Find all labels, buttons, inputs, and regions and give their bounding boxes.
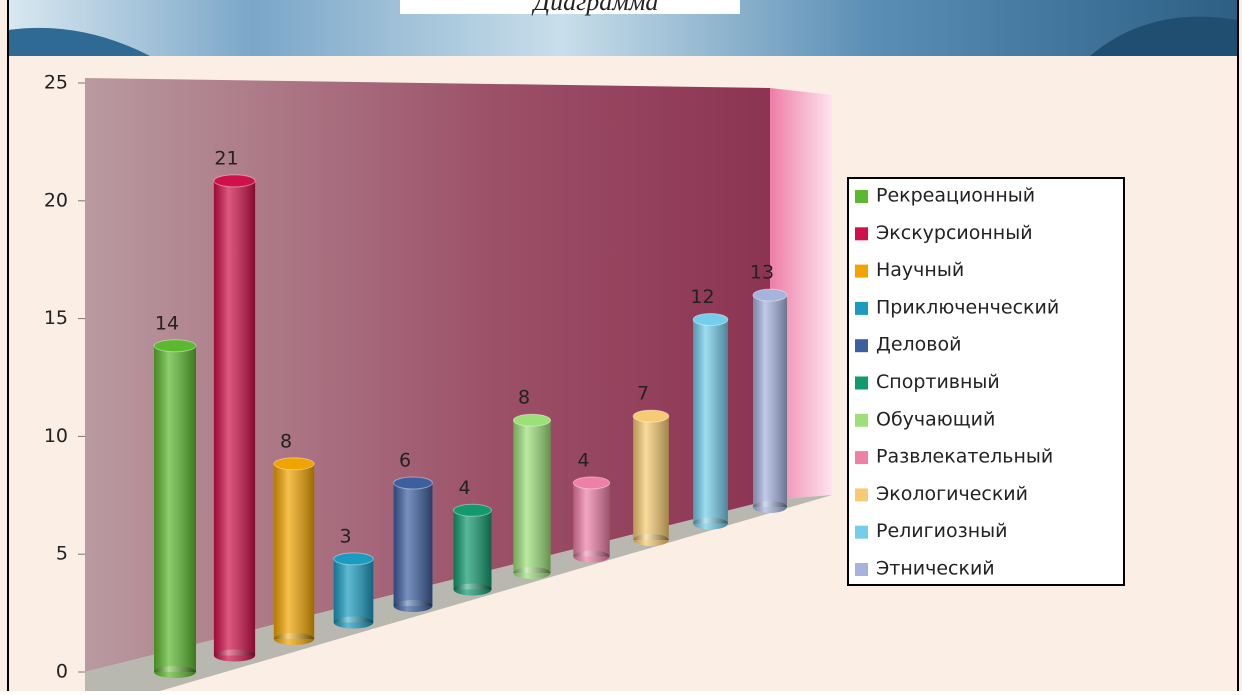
bar-part bbox=[213, 174, 256, 188]
bar bbox=[572, 476, 611, 563]
bar bbox=[213, 174, 256, 662]
bar-part bbox=[393, 476, 433, 490]
bar-part bbox=[633, 534, 669, 546]
bar bbox=[752, 288, 788, 513]
bar-part bbox=[572, 476, 611, 490]
data-label: 7 bbox=[637, 383, 649, 405]
legend-swatch bbox=[855, 488, 868, 502]
bar-part bbox=[573, 482, 610, 557]
bar-part bbox=[753, 501, 787, 513]
bar-part bbox=[693, 319, 728, 524]
bar-part bbox=[213, 649, 256, 662]
bar-part bbox=[633, 416, 669, 540]
bar-part bbox=[573, 550, 610, 563]
bar-part bbox=[333, 552, 374, 566]
legend-swatch bbox=[855, 339, 868, 353]
y-tick-label: 0 bbox=[56, 661, 68, 683]
data-label: 3 bbox=[339, 525, 351, 547]
legend-swatch bbox=[855, 413, 868, 427]
legend-label: Экологический bbox=[876, 483, 1028, 505]
legend-label: Деловой bbox=[876, 334, 961, 356]
legend-label: Этнический bbox=[876, 558, 995, 580]
legend-swatch bbox=[855, 376, 868, 390]
bar-part bbox=[273, 633, 315, 645]
bar-part bbox=[512, 413, 552, 427]
bar-part bbox=[393, 600, 433, 612]
bar bbox=[153, 339, 197, 678]
bar-part bbox=[154, 345, 196, 672]
legend-swatch bbox=[855, 563, 868, 576]
chart-title: Диаграмма bbox=[531, 0, 659, 16]
bar bbox=[453, 503, 492, 596]
banner-shape bbox=[1090, 16, 1238, 56]
bar bbox=[333, 552, 374, 629]
bar-part bbox=[273, 457, 315, 471]
legend-swatch bbox=[855, 264, 868, 278]
bar bbox=[692, 313, 729, 530]
bar-part bbox=[333, 558, 374, 623]
y-tick-label: 10 bbox=[44, 425, 68, 447]
legend bbox=[847, 177, 1125, 586]
legend-label: Развлекательный bbox=[876, 446, 1053, 468]
bar-part bbox=[632, 409, 670, 423]
legend-label: Научный bbox=[876, 259, 964, 281]
data-label: 8 bbox=[518, 387, 530, 409]
bar-part bbox=[154, 666, 196, 678]
data-label: 4 bbox=[458, 477, 470, 499]
legend-label: Рекреационный bbox=[876, 185, 1035, 207]
bar-part bbox=[513, 567, 551, 579]
data-label: 14 bbox=[155, 312, 179, 334]
bar-part bbox=[453, 583, 492, 596]
bar-part bbox=[273, 463, 315, 639]
bar-part bbox=[453, 503, 492, 517]
legend-label: Экскурсионный bbox=[876, 222, 1033, 244]
legend-swatch bbox=[855, 227, 868, 241]
bar-part bbox=[333, 616, 374, 629]
data-label: 21 bbox=[214, 147, 238, 169]
y-tick-label: 25 bbox=[44, 72, 68, 94]
bar-part bbox=[453, 510, 492, 590]
data-label: 6 bbox=[399, 450, 411, 472]
bar-part bbox=[753, 295, 787, 507]
legend-label: Религиозный bbox=[876, 520, 1007, 542]
bar bbox=[273, 457, 315, 645]
y-tick-label: 20 bbox=[44, 189, 68, 211]
bar-part bbox=[693, 517, 728, 530]
legend-swatch bbox=[855, 301, 868, 315]
legend-label: Спортивный bbox=[876, 371, 1000, 393]
legend-swatch bbox=[855, 525, 868, 539]
legend-swatch bbox=[855, 190, 868, 203]
bar bbox=[393, 476, 433, 612]
bar-part bbox=[213, 180, 256, 656]
legend-swatch bbox=[855, 451, 868, 465]
legend-label: Приключенческий bbox=[876, 296, 1059, 318]
data-label: 4 bbox=[577, 449, 589, 471]
bar-part bbox=[513, 420, 551, 573]
data-label: 13 bbox=[750, 262, 774, 284]
legend-label: Обучающий bbox=[876, 408, 995, 430]
banner-shape bbox=[8, 27, 150, 56]
data-label: 12 bbox=[690, 286, 714, 308]
y-tick-label: 5 bbox=[56, 543, 68, 565]
bar-part bbox=[393, 483, 433, 606]
bar-part bbox=[752, 288, 788, 302]
y-tick-label: 15 bbox=[44, 307, 68, 329]
bar bbox=[512, 413, 552, 579]
bar-part bbox=[153, 339, 197, 353]
title-strip bbox=[400, 0, 740, 14]
bar-part bbox=[692, 313, 729, 326]
data-label: 8 bbox=[280, 430, 292, 452]
bar bbox=[632, 409, 670, 546]
